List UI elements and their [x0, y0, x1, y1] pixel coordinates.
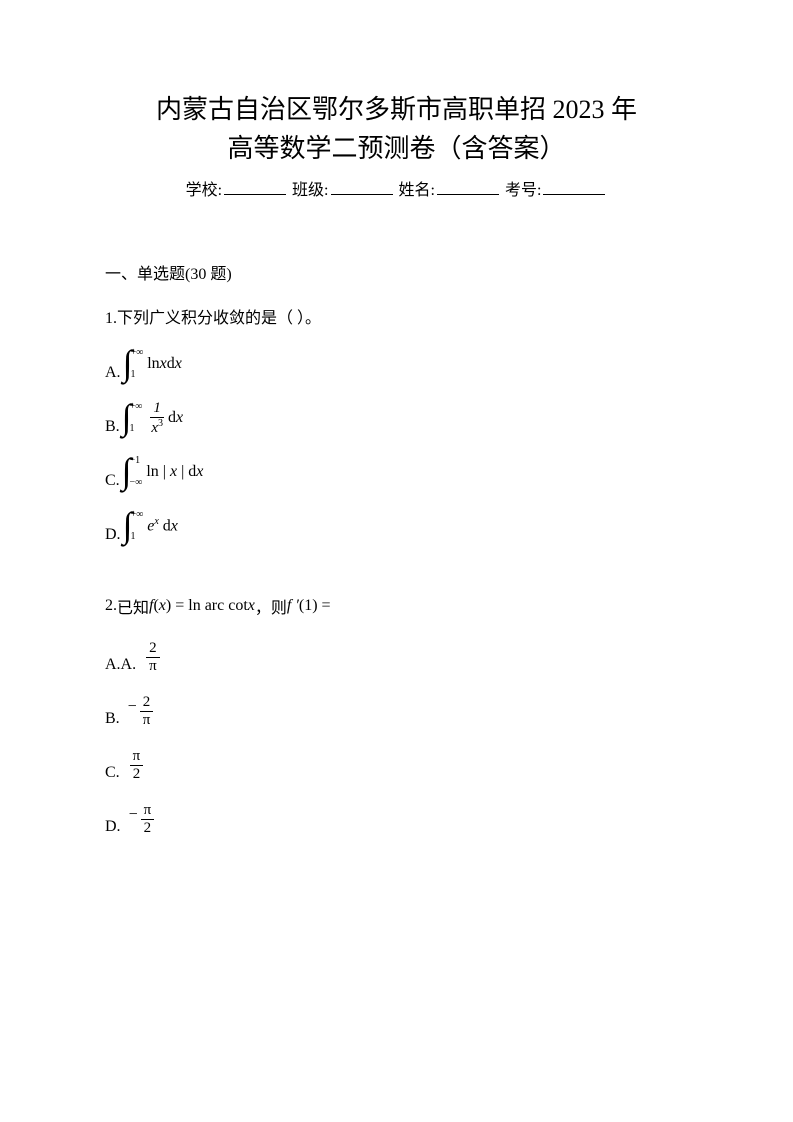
fraction: 2 π: [146, 640, 160, 674]
integral-expr: ∫ +∞ 1 1 x3 dx: [122, 400, 183, 436]
q2-num: 2.: [105, 597, 117, 615]
integral-expr: ∫ −1 −∞ ln | x | dx: [122, 454, 204, 490]
q1-option-b: B. ∫ +∞ 1 1 x3 dx: [105, 400, 688, 436]
option-label: C.: [105, 472, 120, 490]
option-label: A.A.: [105, 656, 136, 674]
school-blank[interactable]: [224, 177, 286, 195]
exam-title: 内蒙古自治区鄂尔多斯市高职单招 2023 年 高等数学二预测卷（含答案）: [105, 90, 688, 168]
fraction: 2 π: [140, 694, 154, 728]
integrand: lnxdx: [147, 355, 182, 373]
option-label: D.: [105, 818, 121, 836]
student-info-line: 学校: 班级: 姓名: 考号:: [105, 176, 688, 200]
q2-prefix: 已知: [117, 594, 149, 618]
section-1-header: 一、单选题(30 题): [105, 260, 688, 284]
integrand: 1 x3 dx: [146, 400, 183, 436]
option-label: B.: [105, 710, 120, 728]
option-label: C.: [105, 764, 120, 782]
integral-expr: ∫ +∞ 1 ex dx: [123, 508, 178, 544]
school-label: 学校:: [186, 182, 222, 199]
examno-blank[interactable]: [543, 177, 605, 195]
title-line2: 高等数学二预测卷（含答案）: [227, 134, 565, 163]
integral-sign: ∫: [123, 351, 133, 376]
fraction: π 2: [130, 748, 144, 782]
q2-option-d: D. − π 2: [105, 802, 688, 836]
integral-expr: ∫ +∞ 1 lnxdx: [123, 346, 182, 382]
integrand: ex dx: [147, 516, 178, 535]
q1-option-c: C. ∫ −1 −∞ ln | x | dx: [105, 454, 688, 490]
title-line1: 内蒙古自治区鄂尔多斯市高职单招 2023 年: [156, 95, 637, 124]
q2-option-b: B. − 2 π: [105, 694, 688, 728]
integral-sign: ∫: [122, 405, 132, 430]
fraction: 1 x3: [148, 400, 166, 436]
q2-option-c: C. π 2: [105, 748, 688, 782]
q2-option-a: A.A. 2 π: [105, 640, 688, 674]
option-label: A.: [105, 364, 121, 382]
q1-option-a: A. ∫ +∞ 1 lnxdx: [105, 346, 688, 382]
question-1-text: 1.下列广义积分收敛的是（ ）。: [105, 304, 688, 328]
option-label: B.: [105, 418, 120, 436]
class-label: 班级:: [292, 182, 328, 199]
integrand: ln | x | dx: [146, 463, 203, 481]
question-2-text: 2. 已知 f ( x ) = ln arc cot x ，则 f ′ (1) …: [105, 594, 688, 618]
fraction: π 2: [141, 802, 155, 836]
integral-sign: ∫: [123, 513, 133, 538]
q1-option-d: D. ∫ +∞ 1 ex dx: [105, 508, 688, 544]
class-blank[interactable]: [331, 177, 393, 195]
option-label: D.: [105, 526, 121, 544]
name-blank[interactable]: [437, 177, 499, 195]
examno-label: 考号:: [505, 182, 541, 199]
name-label: 姓名:: [399, 182, 435, 199]
integral-sign: ∫: [122, 459, 132, 484]
